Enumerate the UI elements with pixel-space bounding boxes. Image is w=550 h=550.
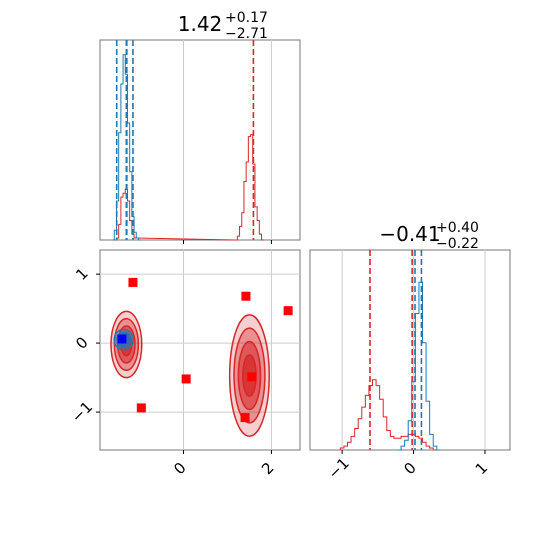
title-param-2-minus: −0.22 (436, 236, 479, 252)
joint-y-tick-label-0: 1 (72, 264, 91, 283)
marginal-2-quantile-lines (369, 250, 423, 450)
marginal-1-hist-blue (112, 54, 141, 241)
title-param-2-plus: +0.40 (436, 220, 479, 236)
joint-y-tick-label-2: −1 (68, 398, 96, 426)
joint-square-marker-0 (128, 277, 138, 287)
marginal-1-histograms (112, 54, 264, 241)
joint-y-ticks: 1 0 −1 (68, 264, 96, 426)
marginal-2-hist-red (339, 379, 437, 451)
joint-square-marker-1 (241, 291, 251, 301)
marginal-2-x-ticks: −1 0 1 (324, 454, 491, 482)
title-param-1: 1.42 (178, 12, 223, 36)
marginal-2-grid (341, 250, 486, 454)
marginal-param-2: −1 0 1 −0.41 +0.40 −0.22 (309, 220, 511, 483)
joint-markers (117, 277, 293, 423)
marginal-2-histograms (339, 281, 441, 451)
marginal-1-hist-red (114, 134, 264, 241)
marginal-2-x-tick-label-2: 1 (472, 459, 491, 478)
joint-square-marker-4 (247, 372, 257, 382)
joint-x-tick-label-0: 0 (170, 459, 189, 478)
marginal-1-grid (183, 40, 272, 244)
joint-square-marker-5 (136, 403, 146, 413)
marginal-2-hist-blue (397, 281, 441, 451)
title-param-1-plus: +0.17 (225, 10, 268, 26)
joint-y-tick-label-1: 0 (72, 333, 91, 352)
joint-square-marker-2 (283, 306, 293, 316)
joint-square-marker-3 (181, 374, 191, 384)
marginal-2-x-tick-label-0: −1 (324, 454, 352, 482)
joint-true-value-marker (117, 334, 127, 344)
marginal-2-x-tick-label-1: 0 (400, 459, 419, 478)
marginal-2-frame (309, 249, 511, 451)
joint-square-marker-6 (240, 413, 250, 423)
title-param-1-minus: −2.71 (225, 26, 268, 42)
joint-x-tick-label-1: 2 (258, 459, 277, 478)
marginal-1-quantile-lines (115, 40, 255, 240)
title-param-2: −0.41 (379, 222, 440, 246)
marginal-param-1: 1.42 +0.17 −2.71 (99, 10, 301, 244)
